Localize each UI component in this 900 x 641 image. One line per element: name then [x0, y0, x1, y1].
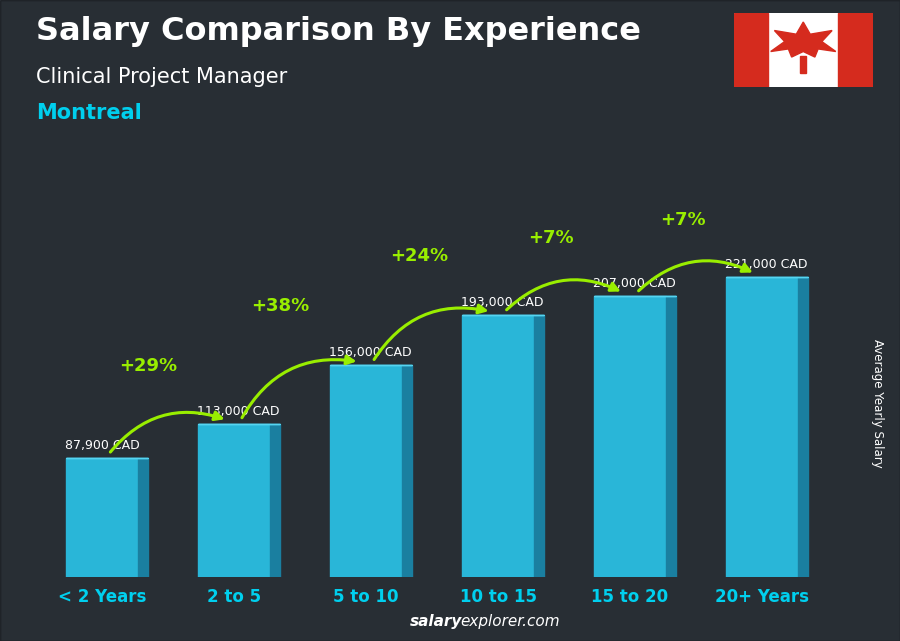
Polygon shape: [270, 424, 280, 577]
Text: 221,000 CAD: 221,000 CAD: [725, 258, 807, 271]
Text: +29%: +29%: [119, 357, 177, 375]
Bar: [198, 424, 270, 577]
Polygon shape: [535, 315, 544, 577]
Text: 193,000 CAD: 193,000 CAD: [461, 296, 544, 309]
Bar: [594, 296, 666, 577]
Text: +38%: +38%: [251, 297, 310, 315]
Polygon shape: [770, 22, 836, 57]
Bar: [329, 365, 402, 577]
Text: 207,000 CAD: 207,000 CAD: [593, 277, 676, 290]
Text: Clinical Project Manager: Clinical Project Manager: [36, 67, 287, 87]
Text: +7%: +7%: [660, 211, 706, 229]
Bar: [725, 277, 798, 577]
Text: Salary Comparison By Experience: Salary Comparison By Experience: [36, 16, 641, 47]
Bar: [734, 13, 769, 87]
Text: explorer.com: explorer.com: [460, 615, 560, 629]
Text: +7%: +7%: [528, 229, 573, 247]
Text: 113,000 CAD: 113,000 CAD: [197, 404, 280, 417]
Bar: [800, 56, 806, 72]
Polygon shape: [666, 296, 676, 577]
Bar: [462, 315, 535, 577]
Text: 87,900 CAD: 87,900 CAD: [65, 438, 140, 452]
FancyBboxPatch shape: [731, 11, 876, 88]
Bar: [66, 458, 139, 577]
Polygon shape: [798, 277, 807, 577]
Polygon shape: [139, 458, 148, 577]
Text: 156,000 CAD: 156,000 CAD: [329, 346, 411, 359]
Text: salary: salary: [410, 615, 462, 629]
Text: +24%: +24%: [390, 247, 448, 265]
Text: Average Yearly Salary: Average Yearly Salary: [871, 340, 884, 468]
Polygon shape: [402, 365, 411, 577]
Text: Montreal: Montreal: [36, 103, 142, 122]
Bar: [838, 13, 873, 87]
